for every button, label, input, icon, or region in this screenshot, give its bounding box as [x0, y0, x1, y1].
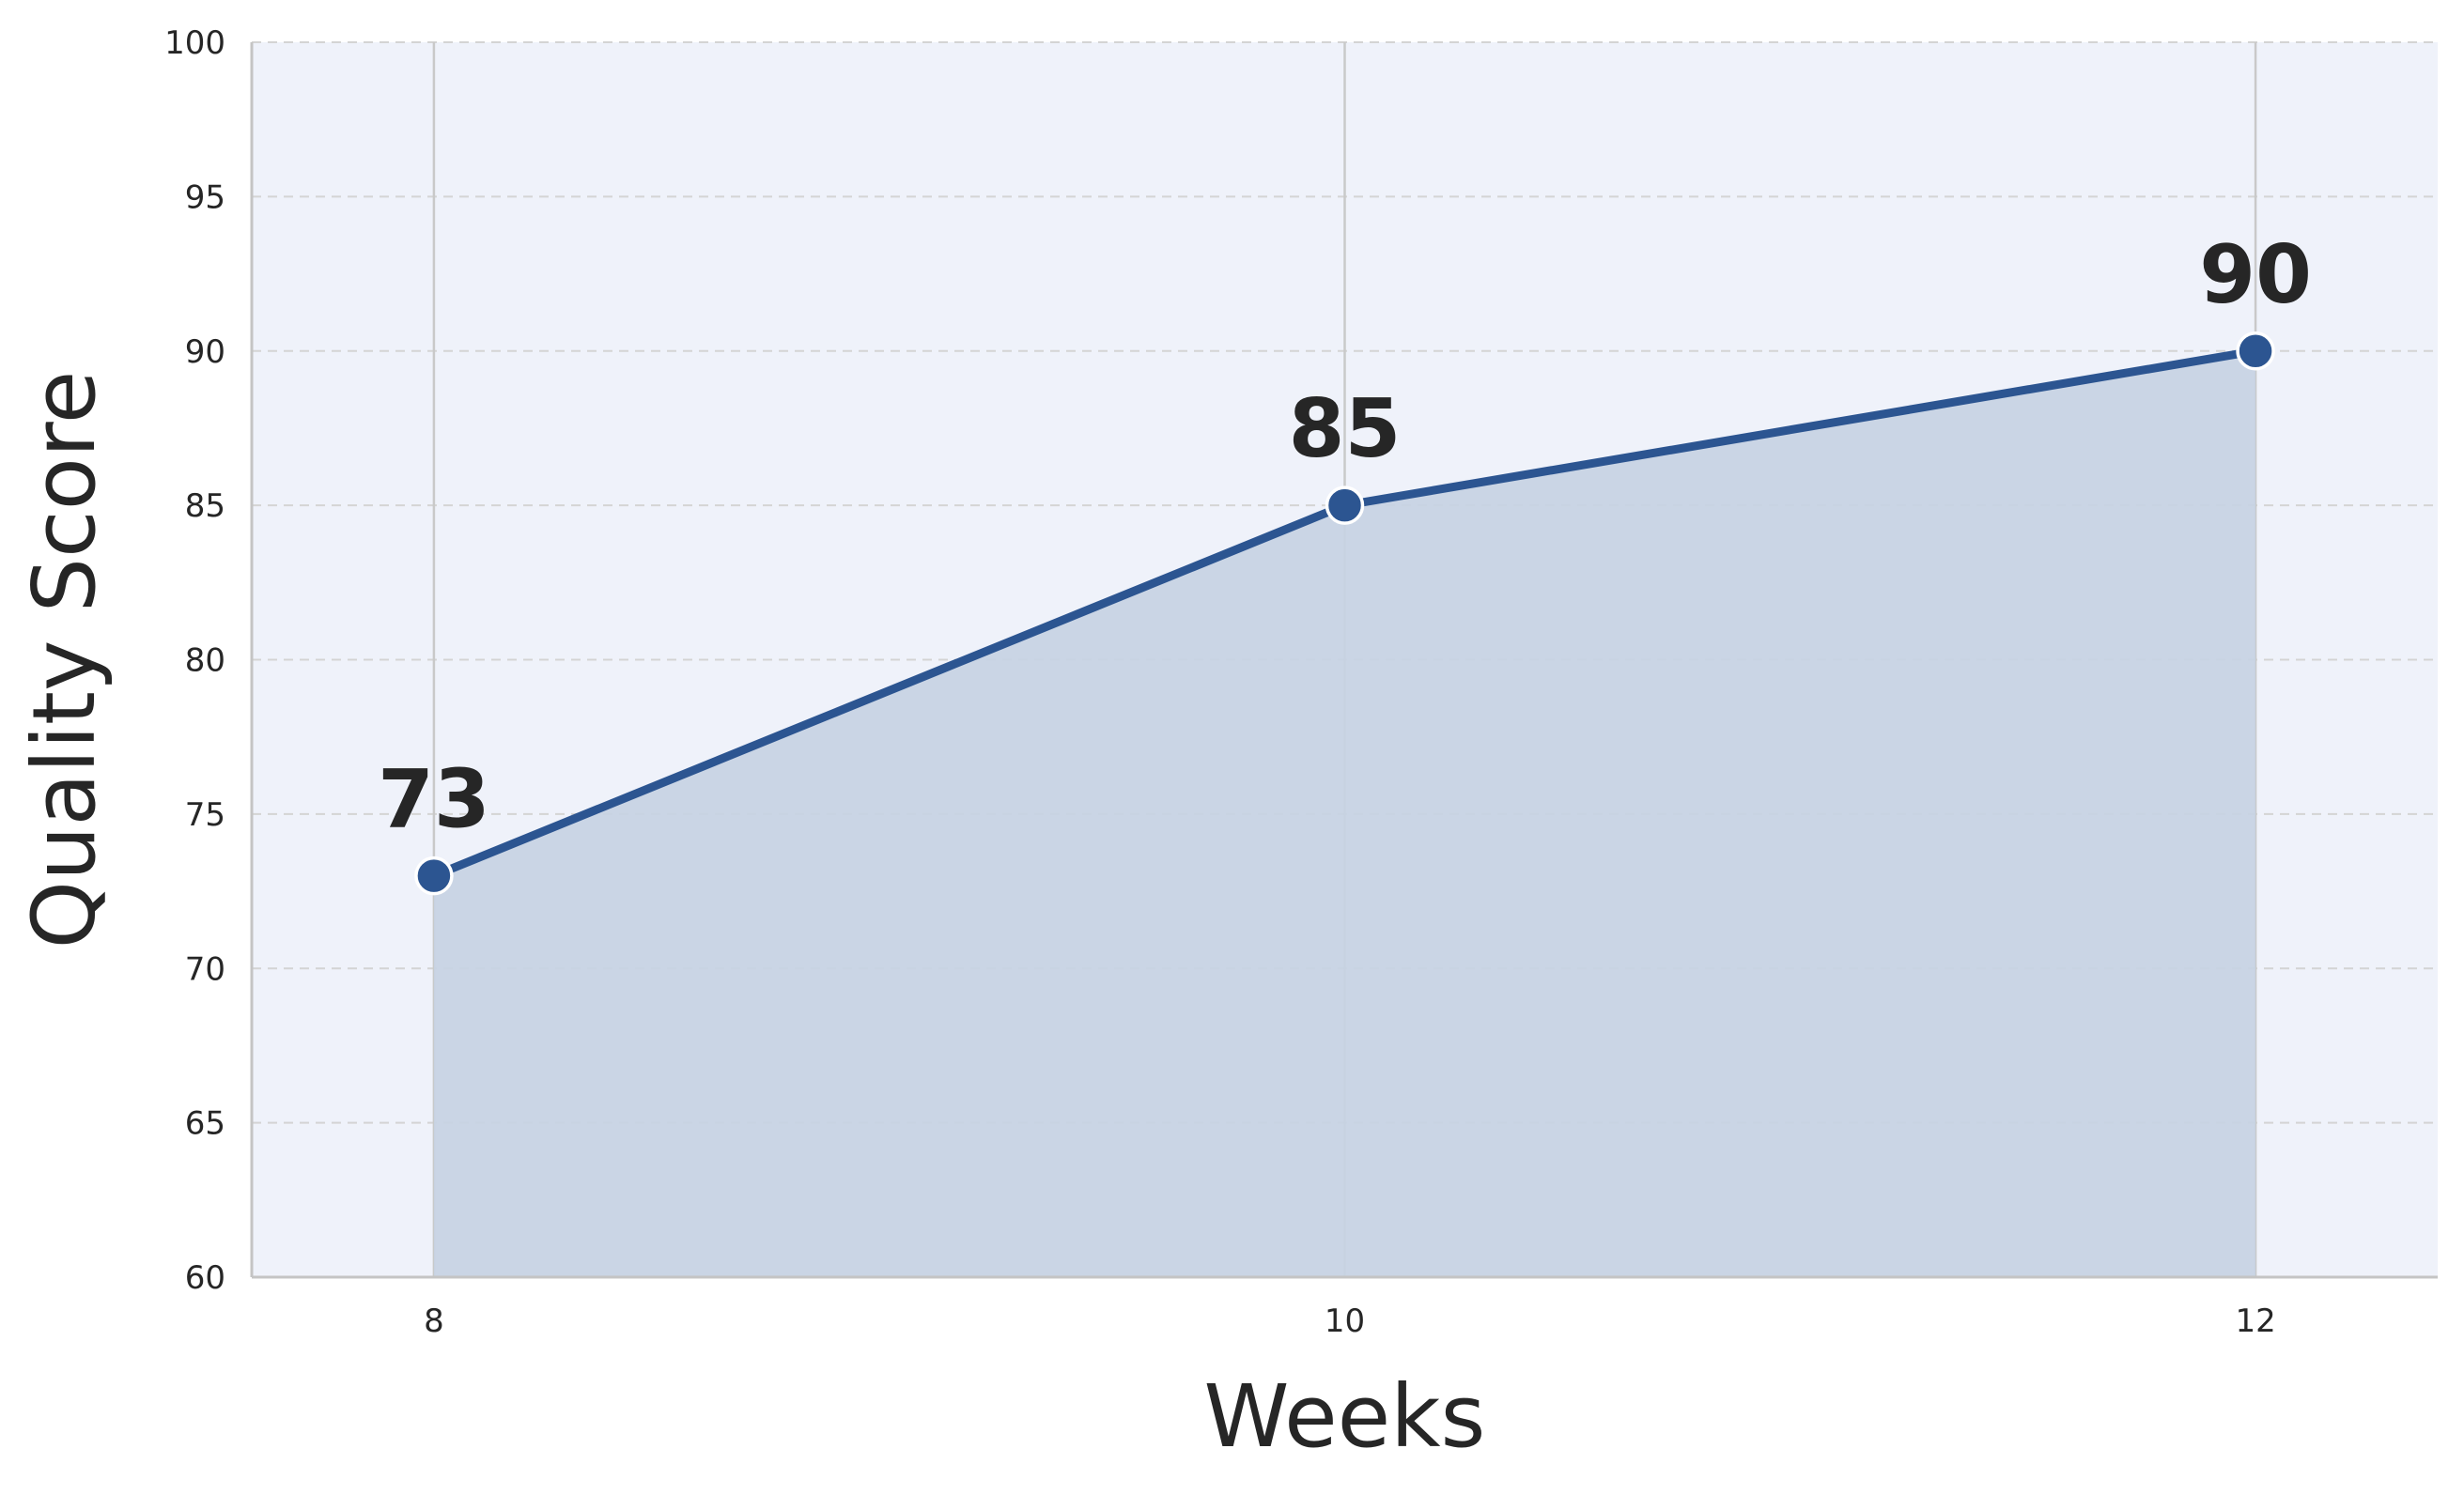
x-tick-label: 12	[2235, 1302, 2275, 1340]
data-points	[414, 331, 2275, 896]
y-axis-label: Quality Score	[14, 371, 115, 949]
y-tick-label: 70	[185, 950, 225, 988]
area-fill	[433, 350, 2256, 1277]
y-tick-label: 75	[185, 796, 225, 834]
data-labels: 73 85 90	[378, 228, 2312, 847]
data-point	[2236, 331, 2275, 371]
x-tick-label: 8	[424, 1302, 444, 1340]
y-tick-label: 65	[185, 1105, 225, 1143]
data-label: 73	[378, 753, 490, 847]
y-tick-label: 80	[185, 642, 225, 680]
x-tick-labels: 8 10 12	[424, 1302, 2276, 1340]
data-point	[1325, 485, 1365, 525]
data-label: 85	[1289, 382, 1402, 476]
y-tick-label: 100	[164, 24, 225, 62]
x-tick-label: 10	[1325, 1302, 1365, 1340]
data-label: 90	[2199, 228, 2312, 322]
y-tick-label: 90	[185, 333, 225, 371]
x-axis-label: Weeks	[1204, 1366, 1486, 1467]
axes	[250, 42, 2438, 1279]
data-point	[414, 855, 454, 896]
y-tick-labels: 60 65 70 75 80 85 90 95 100	[164, 24, 225, 1297]
y-tick-label: 85	[185, 487, 225, 525]
y-tick-label: 95	[185, 178, 225, 216]
y-tick-label: 60	[185, 1259, 225, 1297]
